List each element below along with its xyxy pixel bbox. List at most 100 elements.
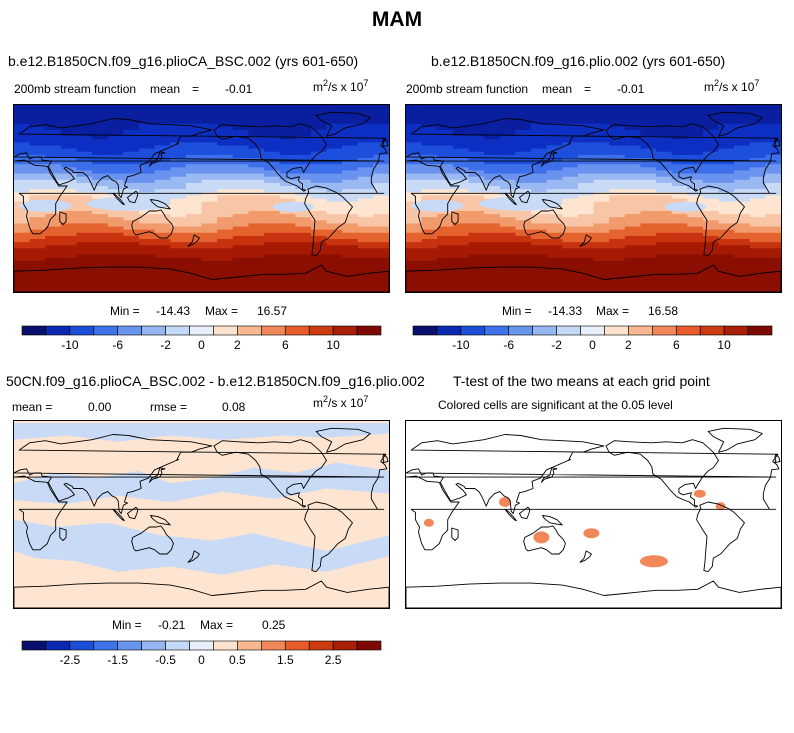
panel2-cell (687, 114, 704, 119)
panel1-cell (373, 245, 389, 249)
panel1-cell (45, 123, 62, 128)
panel2-cell (515, 245, 532, 249)
panel1-cell (154, 260, 171, 265)
panel2-cell (421, 176, 438, 181)
panel4-plot (406, 421, 781, 608)
panel2-cell (421, 186, 438, 190)
panel2-cell (593, 245, 610, 249)
panel1-cell (107, 267, 124, 271)
panel2-cell (484, 235, 501, 240)
panel2-cell (499, 273, 516, 278)
panel2-cell (640, 263, 657, 268)
panel1-cell (170, 133, 187, 137)
panel2-cell (609, 186, 626, 190)
panel2-cell (593, 123, 610, 128)
panel1-cell (279, 108, 296, 112)
panel1-cell (29, 285, 46, 290)
panel1-cell (170, 223, 187, 228)
panel2-cell (499, 176, 516, 181)
panel2-cell (749, 282, 766, 287)
panel1-colorbar-tick-label: -6 (112, 338, 123, 352)
panel2-cell (577, 120, 595, 125)
panel1-cell (185, 108, 203, 112)
panel2-cell (546, 145, 563, 150)
panel1-cell (342, 223, 359, 228)
panel2-cell (577, 108, 595, 112)
panel1-cell (201, 279, 218, 284)
panel1-cell (45, 260, 62, 265)
panel1-cell (264, 217, 281, 221)
panel1-cell (264, 173, 281, 178)
panel1-cell (326, 232, 343, 237)
panel1-tongue-africa (19, 199, 72, 212)
panel1-cell (92, 186, 109, 190)
panel1-cell (217, 133, 234, 137)
panel2-cell (437, 157, 454, 162)
panel2-cell (562, 105, 579, 109)
panel2-cell (734, 151, 751, 156)
panel2-cell (624, 251, 641, 256)
panel2-cell (406, 210, 423, 215)
panel3-colorbar-swatch (213, 640, 238, 651)
panel2-cell (577, 223, 595, 228)
panel2-cell (562, 276, 579, 281)
panel1-cell (185, 285, 203, 290)
panel1-cell (201, 142, 218, 147)
panel2-cell (640, 195, 657, 200)
panel1-cell (185, 260, 203, 265)
panel2-cell (546, 114, 563, 119)
panel1-cell (14, 195, 31, 200)
panel1-cell (185, 186, 203, 190)
panel1-cell (170, 126, 187, 131)
panel2-cell (765, 235, 781, 240)
panel2-cell (749, 105, 766, 109)
panel1-cell (60, 239, 78, 243)
panel2-cell (640, 123, 657, 128)
panel2-cell (437, 108, 454, 112)
panel2-cell (406, 157, 423, 162)
panel1-cell (170, 148, 187, 153)
panel2-cell (749, 263, 766, 268)
panel1-cell (45, 245, 62, 249)
panel2-cell (765, 192, 781, 196)
panel2-cell (749, 126, 766, 131)
panel1-cell (107, 273, 124, 278)
panel1-cell (92, 251, 109, 256)
panel2-cell (765, 273, 781, 278)
panel2-cell (468, 270, 485, 274)
panel1-cell (29, 186, 46, 190)
panel2-cell (640, 129, 657, 134)
panel2-cell (452, 245, 470, 249)
panel1-mean-value: -0.01 (225, 82, 253, 96)
panel1-cell (170, 142, 187, 147)
panel4-significant-cells (423, 489, 726, 568)
panel2-cell (749, 108, 766, 112)
panel2-cell (499, 245, 516, 249)
panel2-cell (437, 267, 454, 271)
panel2-mean-eq: = (584, 82, 592, 96)
panel2-cell (609, 151, 626, 156)
panel2-cell (718, 210, 735, 215)
panel1-cell (310, 176, 328, 181)
panel2-cell (515, 273, 532, 278)
panel1-cell (232, 126, 249, 131)
panel2-cell (562, 288, 579, 292)
panel1-cell (92, 179, 109, 184)
panel2-cell (406, 276, 423, 281)
panel1-cell (357, 270, 374, 274)
panel2-cell (671, 288, 688, 292)
panel1-cell (295, 111, 312, 115)
panel1-cell (29, 176, 46, 181)
panel1-cell (248, 263, 265, 268)
panel1-cell (232, 189, 249, 193)
panel2-cell (468, 220, 485, 225)
panel1-cell (264, 270, 281, 274)
panel4-coast-new-zealand (579, 550, 592, 563)
panel2-cell (609, 254, 626, 259)
panel2-cell (640, 248, 657, 253)
panel2-cell (577, 145, 595, 150)
panel1-cell (185, 189, 203, 193)
panel1-cell (357, 248, 374, 253)
panel2-cell (671, 154, 688, 159)
panel2-cell (437, 195, 454, 200)
